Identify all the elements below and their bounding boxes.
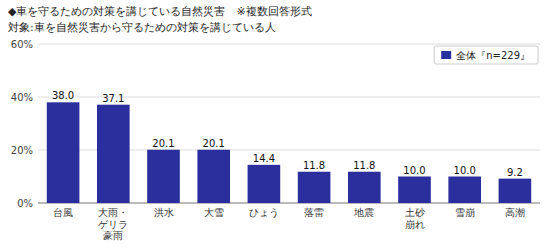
x-tick-label: ひょう: [249, 207, 279, 218]
x-tick-label: 土砂崩れ: [405, 207, 425, 230]
legend-swatch: [441, 51, 451, 59]
data-label: 9.2: [507, 167, 523, 178]
legend-label: 全体『n=229』: [456, 50, 530, 61]
bar: [248, 165, 281, 203]
data-label: 14.4: [253, 153, 275, 164]
data-label: 11.8: [353, 160, 375, 171]
x-tick-label: 台風: [53, 207, 73, 218]
bar: [147, 150, 180, 203]
bar: [398, 177, 431, 204]
y-tick-label: 60%: [11, 39, 33, 50]
y-tick-label: 40%: [11, 92, 33, 103]
bar: [97, 105, 130, 203]
data-label: 10.0: [454, 165, 476, 176]
data-labels: 38.0 37.1 20.1 20.1 14.4 11.8 11.8 10.0 10.0 9.2: [52, 90, 523, 177]
bar: [47, 102, 80, 203]
grid-line: [38, 44, 540, 45]
y-tick-label: 20%: [11, 145, 33, 156]
x-tick-label: 落雷: [304, 207, 324, 218]
bar: [348, 172, 381, 203]
data-label: 37.1: [102, 93, 124, 104]
bar: [197, 150, 230, 203]
bar: [448, 177, 481, 204]
x-tick-label: 地震: [353, 207, 374, 218]
bars: [47, 102, 531, 203]
data-label: 10.0: [403, 165, 425, 176]
x-tick-label: 大雪: [204, 207, 224, 218]
data-label: 20.1: [152, 138, 174, 149]
x-tick-label: 雪崩: [455, 207, 475, 218]
x-axis: 台風 大雨・ゲリラ豪雨 洪水 大雪 ひょう 落雷 地震 土砂崩れ 雪崩 高潮: [53, 207, 525, 241]
data-label: 20.1: [203, 138, 225, 149]
x-tick-label: 洪水: [154, 207, 174, 218]
x-tick-label: 高潮: [505, 207, 525, 218]
bar: [499, 179, 532, 203]
bar: [298, 172, 331, 203]
subtitle: 対象:車を自然災害から守るための対策を講じている人: [8, 21, 276, 34]
x-tick-label: 大雨・ゲリラ豪雨: [98, 207, 128, 241]
legend: 全体『n=229』: [434, 46, 538, 64]
y-axis: 0% 20% 40% 60%: [11, 39, 540, 209]
data-label: 38.0: [52, 90, 74, 101]
chart: ◆車を守るための対策を講じている自然災害 ※複数回答形式対象:車を自然災害から守…: [0, 0, 550, 249]
y-tick-label: 0%: [17, 198, 33, 209]
title: ◆車を守るための対策を講じている自然災害 ※複数回答形式: [8, 5, 312, 18]
data-label: 11.8: [303, 160, 325, 171]
legend-frame: [434, 46, 538, 64]
